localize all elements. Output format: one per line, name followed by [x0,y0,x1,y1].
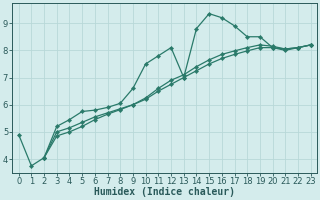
X-axis label: Humidex (Indice chaleur): Humidex (Indice chaleur) [94,187,235,197]
